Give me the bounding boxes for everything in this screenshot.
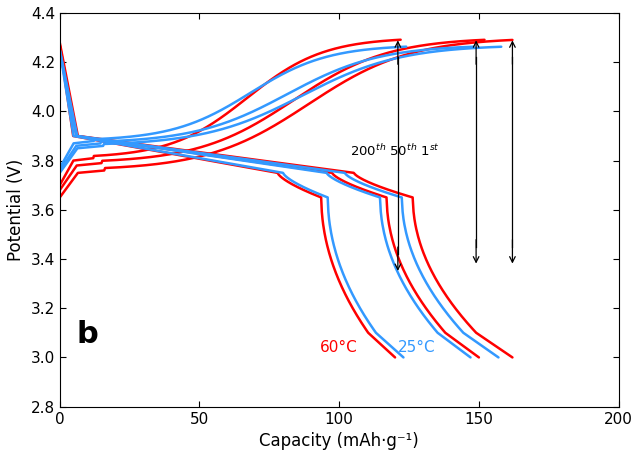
X-axis label: Capacity (mAh·g⁻¹): Capacity (mAh·g⁻¹) [259, 432, 419, 450]
Text: 200$^{th}$ 50$^{th}$ 1$^{st}$: 200$^{th}$ 50$^{th}$ 1$^{st}$ [350, 143, 440, 159]
Text: b: b [77, 319, 99, 349]
Text: 25°C: 25°C [398, 340, 435, 355]
Y-axis label: Potential (V): Potential (V) [7, 159, 25, 261]
Text: 60°C: 60°C [319, 340, 357, 355]
